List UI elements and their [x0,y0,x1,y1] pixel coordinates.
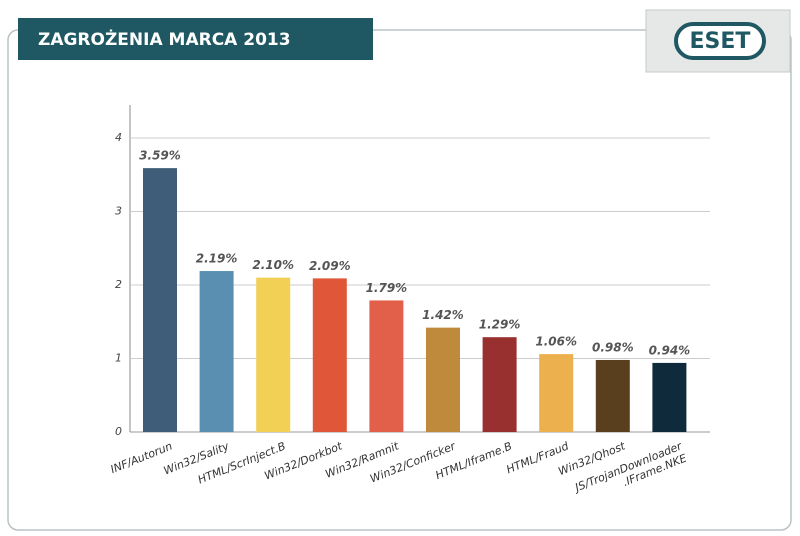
y-tick-label: 2 [115,278,122,291]
bar [199,271,234,432]
bar [595,359,630,432]
bar [539,354,574,432]
y-tick-label: 4 [115,131,122,144]
bar [426,327,460,432]
y-tick-label: 3 [115,205,122,218]
y-tick-label: 0 [115,425,122,438]
value-label: 3.59% [139,149,181,163]
value-label: 0.94% [649,343,691,357]
value-label: 2.10% [252,258,294,272]
y-tick-label: 1 [115,352,122,365]
bar [143,168,177,432]
value-label: 1.42% [422,308,464,322]
title-banner [18,18,373,60]
logo-pill [674,22,766,60]
chart-title: ZAGROŻENIA MARCA 2013 [38,28,291,50]
bar [312,278,347,432]
value-label: 1.06% [535,335,577,349]
bar [369,300,404,432]
value-label: 1.79% [366,281,408,295]
value-label: 0.98% [592,340,634,354]
bar [256,277,291,432]
value-label: 2.19% [196,252,238,266]
value-label: 1.29% [479,318,521,332]
bar [482,337,517,432]
bar [652,362,687,432]
value-label: 2.09% [309,259,351,273]
logo: ESET [690,29,751,54]
